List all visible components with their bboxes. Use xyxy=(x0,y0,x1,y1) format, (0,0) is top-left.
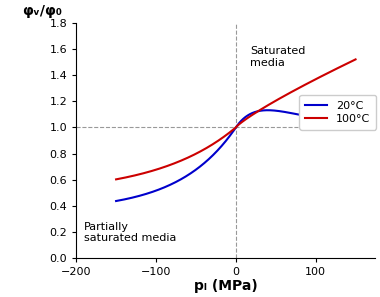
Text: φᵥ/φ₀: φᵥ/φ₀ xyxy=(22,4,62,18)
Text: Partially
saturated media: Partially saturated media xyxy=(84,222,177,243)
X-axis label: pₗ (MPa): pₗ (MPa) xyxy=(194,279,258,293)
Text: Saturated
media: Saturated media xyxy=(250,46,306,68)
Legend: 20°C, 100°C: 20°C, 100°C xyxy=(299,95,376,129)
